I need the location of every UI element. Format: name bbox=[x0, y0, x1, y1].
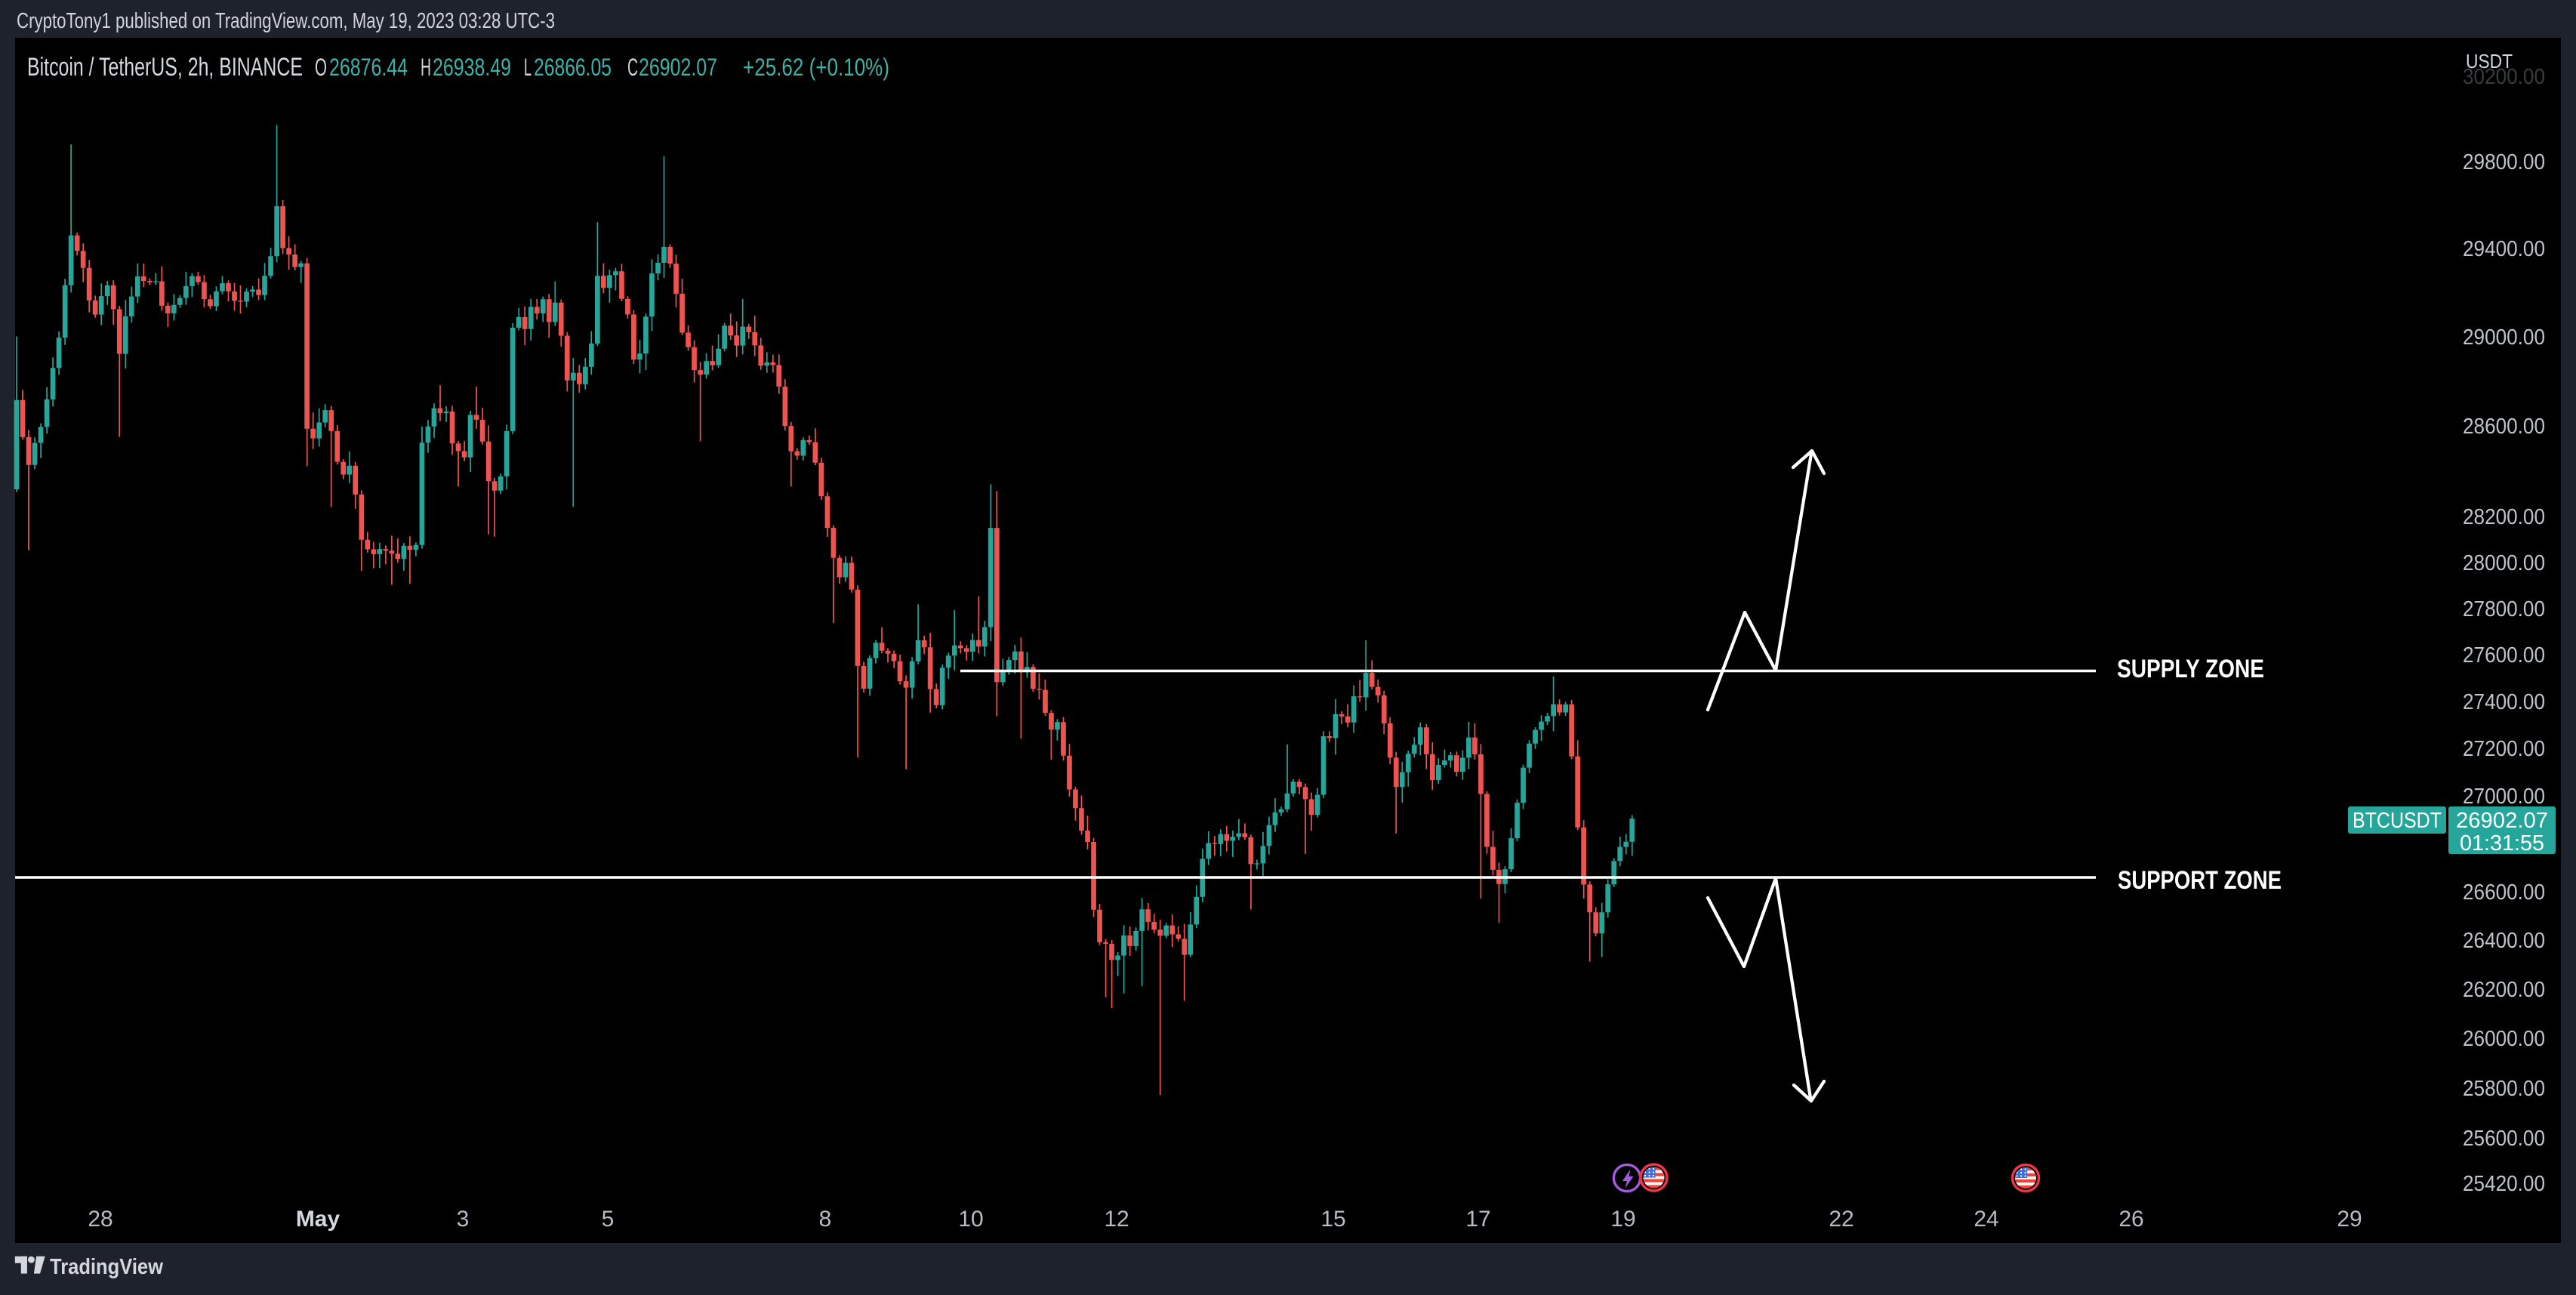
svg-text:29: 29 bbox=[2337, 1207, 2362, 1232]
svg-text:25800.00: 25800.00 bbox=[2463, 1077, 2545, 1101]
svg-text:May: May bbox=[296, 1207, 340, 1232]
svg-text:USDT: USDT bbox=[2466, 50, 2513, 72]
svg-text:15: 15 bbox=[1320, 1207, 1345, 1232]
svg-text:C: C bbox=[627, 54, 638, 81]
svg-text:25420.00: 25420.00 bbox=[2463, 1172, 2545, 1196]
svg-text:24: 24 bbox=[1974, 1207, 1998, 1232]
svg-text:8: 8 bbox=[819, 1207, 832, 1232]
svg-text:O: O bbox=[315, 54, 327, 81]
svg-text:BTCUSDT: BTCUSDT bbox=[2353, 809, 2442, 833]
svg-text:28600.00: 28600.00 bbox=[2463, 415, 2545, 439]
svg-text:Bitcoin / TetherUS, 2h, BINANC: Bitcoin / TetherUS, 2h, BINANCE bbox=[27, 53, 303, 82]
svg-text:26000.00: 26000.00 bbox=[2463, 1027, 2545, 1051]
svg-text:27400.00: 27400.00 bbox=[2463, 690, 2545, 714]
svg-text:30200.00: 30200.00 bbox=[2463, 65, 2545, 89]
svg-text:29000.00: 29000.00 bbox=[2463, 325, 2545, 350]
svg-text:25600.00: 25600.00 bbox=[2463, 1127, 2545, 1151]
svg-text:19: 19 bbox=[1610, 1207, 1635, 1232]
svg-text:27200.00: 27200.00 bbox=[2463, 737, 2545, 761]
svg-text:29800.00: 29800.00 bbox=[2463, 150, 2545, 174]
svg-text:10: 10 bbox=[958, 1207, 983, 1232]
svg-text:22: 22 bbox=[1829, 1207, 1853, 1232]
svg-text:28: 28 bbox=[88, 1207, 112, 1232]
svg-text:+25.62 (+0.10%): +25.62 (+0.10%) bbox=[743, 54, 889, 81]
svg-text:27000.00: 27000.00 bbox=[2463, 785, 2545, 809]
svg-text:29400.00: 29400.00 bbox=[2463, 237, 2545, 261]
svg-text:SUPPORT ZONE: SUPPORT ZONE bbox=[2118, 866, 2282, 895]
svg-text:SUPPLY ZONE: SUPPLY ZONE bbox=[2117, 655, 2264, 683]
svg-text:CryptoTony1 published on Tradi: CryptoTony1 published on TradingView.com… bbox=[17, 9, 555, 33]
svg-text:27600.00: 27600.00 bbox=[2463, 643, 2545, 668]
svg-text:L: L bbox=[524, 54, 532, 81]
svg-text:26902.07: 26902.07 bbox=[2456, 809, 2548, 833]
svg-text:17: 17 bbox=[1465, 1207, 1490, 1232]
svg-text:28200.00: 28200.00 bbox=[2463, 505, 2545, 529]
svg-text:26200.00: 26200.00 bbox=[2463, 978, 2545, 1002]
svg-text:12: 12 bbox=[1104, 1207, 1129, 1232]
svg-text:TradingView: TradingView bbox=[50, 1255, 163, 1279]
svg-text:3: 3 bbox=[457, 1207, 470, 1232]
svg-text:01:31:55: 01:31:55 bbox=[2460, 831, 2544, 856]
svg-text:27800.00: 27800.00 bbox=[2463, 597, 2545, 621]
svg-text:26902.07: 26902.07 bbox=[639, 54, 717, 81]
svg-text:26600.00: 26600.00 bbox=[2463, 880, 2545, 905]
svg-text:28000.00: 28000.00 bbox=[2463, 551, 2545, 575]
svg-text:26876.44: 26876.44 bbox=[329, 54, 408, 81]
svg-text:26866.05: 26866.05 bbox=[534, 54, 612, 81]
svg-text:26938.49: 26938.49 bbox=[433, 54, 511, 81]
svg-text:26: 26 bbox=[2118, 1207, 2143, 1232]
svg-text:H: H bbox=[421, 54, 431, 81]
svg-text:5: 5 bbox=[602, 1207, 615, 1232]
svg-text:26400.00: 26400.00 bbox=[2463, 929, 2545, 953]
